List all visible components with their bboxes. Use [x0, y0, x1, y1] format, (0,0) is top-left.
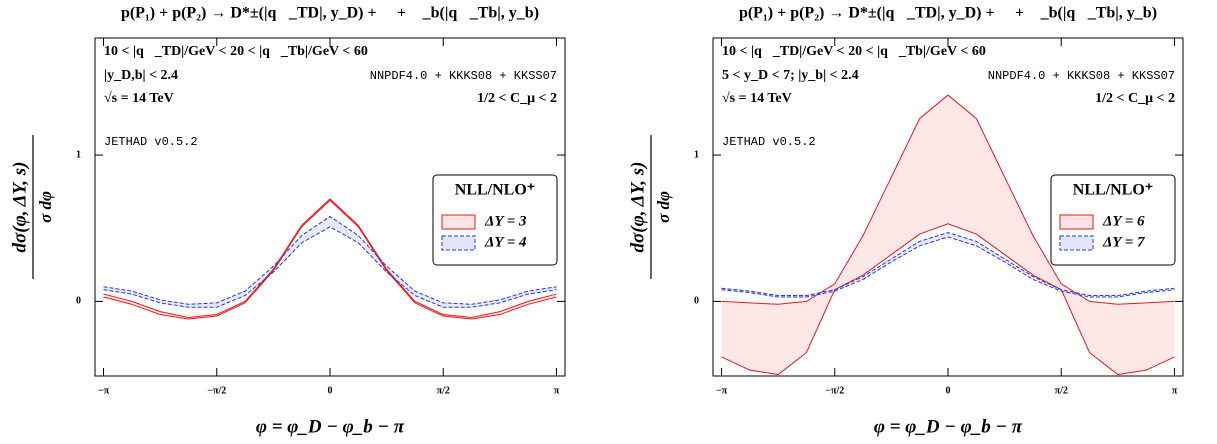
- legend-title: NLL/NLO⁺: [1073, 182, 1153, 199]
- y-label-denominator: σ dφ: [654, 191, 673, 223]
- x-axis-label: φ = φ_D − φ_b − π: [874, 416, 1023, 437]
- legend-label: ΔY = 6: [1102, 213, 1145, 229]
- legend-swatch: [441, 235, 476, 251]
- x-tick-label: 0: [946, 385, 951, 396]
- band-edge: [103, 226, 557, 308]
- band-edge: [721, 232, 1175, 297]
- annotation: 10 < |q⃗_TD|/GeV < 20 < |q⃗_Tb|/GeV < 60: [722, 44, 986, 59]
- annotation: 1/2 < C_μ < 2: [477, 91, 557, 106]
- legend-label: ΔY = 7: [1102, 234, 1145, 250]
- x-tick-label: −π: [98, 385, 110, 396]
- annotation: NNPDF4.0 + KKKS08 + KKSS07: [988, 69, 1175, 83]
- annotation: |y_D,b| < 2.4: [104, 68, 178, 83]
- y-label-numerator: dσ(φ, ΔY, s): [9, 162, 30, 253]
- y-tick-label: 0: [694, 296, 699, 307]
- x-tick-label: π/2: [437, 385, 450, 396]
- annotation: 10 < |q⃗_TD|/GeV < 20 < |q⃗_Tb|/GeV < 60: [104, 44, 368, 59]
- legend-label: ΔY = 3: [484, 213, 527, 229]
- band-edge: [721, 236, 1175, 298]
- annotation: 1/2 < C_μ < 2: [1095, 91, 1175, 106]
- x-tick-label: π: [554, 385, 560, 396]
- annotation: JETHAD v0.5.2: [104, 135, 198, 149]
- x-tick-label: −π: [716, 385, 728, 396]
- legend-swatch: [1059, 235, 1094, 251]
- y-tick-label: 1: [76, 149, 81, 160]
- band-edge: [721, 223, 1175, 376]
- annotation: JETHAD v0.5.2: [722, 135, 816, 149]
- x-tick-label: −π/2: [825, 385, 844, 396]
- x-tick-label: π: [1172, 385, 1178, 396]
- annotation: √s = 14 TeV: [722, 91, 792, 106]
- annotation: 5 < y_D < 7; |y_b| < 2.4: [722, 68, 859, 83]
- annotation: NNPDF4.0 + KKKS08 + KKSS07: [370, 69, 557, 83]
- y-axis-label: dσ(φ, ΔY, s) σ dφ: [9, 135, 55, 279]
- band-edge: [721, 94, 1175, 305]
- x-axis-label: φ = φ_D − φ_b − π: [256, 416, 405, 437]
- annotation: √s = 14 TeV: [104, 91, 174, 106]
- y-axis-label: dσ(φ, ΔY, s) σ dφ: [627, 135, 673, 279]
- y-tick-label: 0: [76, 296, 81, 307]
- band-edge: [103, 198, 557, 318]
- x-tick-label: −π/2: [207, 385, 226, 396]
- band-fill: [103, 216, 557, 308]
- band-edge: [103, 215, 557, 305]
- y-label-numerator: dσ(φ, ΔY, s): [627, 162, 648, 253]
- band-edge: [103, 199, 557, 320]
- y-tick-label: 1: [694, 149, 699, 160]
- panel: p(P₁) + p(P₂) → D*±(|q⃗_TD|, y_D) + 𝒳 + …: [627, 5, 1184, 437]
- legend-label: ΔY = 4: [484, 234, 527, 250]
- x-tick-label: 0: [328, 385, 333, 396]
- legend-title: NLL/NLO⁺: [455, 182, 535, 199]
- legend-swatch: [1059, 214, 1094, 230]
- band-fill: [721, 95, 1175, 375]
- panel: p(P₁) + p(P₂) → D*±(|q⃗_TD|, y_D) + 𝒳 + …: [9, 5, 566, 437]
- chart-title: p(P₁) + p(P₂) → D*±(|q⃗_TD|, y_D) + 𝒳 + …: [121, 5, 539, 22]
- x-tick-label: π/2: [1055, 385, 1068, 396]
- legend-swatch: [441, 214, 476, 230]
- chart-title: p(P₁) + p(P₂) → D*±(|q⃗_TD|, y_D) + 𝒳 + …: [739, 5, 1157, 22]
- y-label-denominator: σ dφ: [36, 191, 55, 223]
